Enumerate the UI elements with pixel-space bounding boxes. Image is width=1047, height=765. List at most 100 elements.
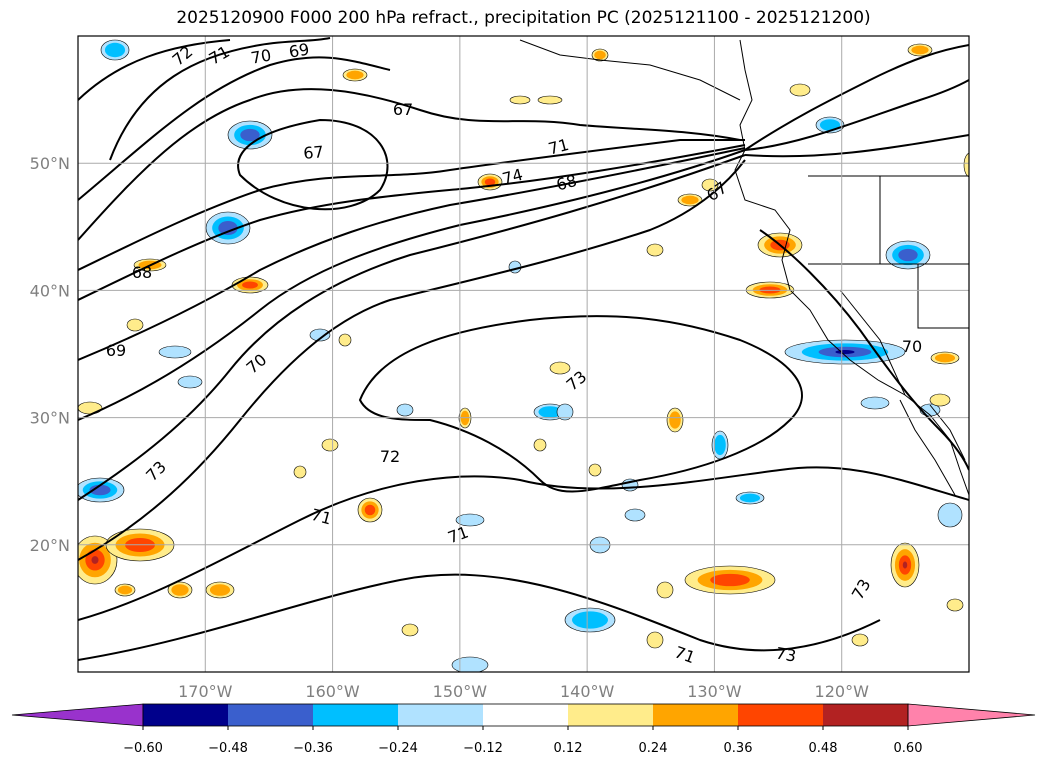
positive-anomaly-cell bbox=[929, 393, 951, 407]
positive-anomaly-cell bbox=[646, 243, 664, 257]
colorbar-tick-label: −0.60 bbox=[123, 741, 163, 756]
negative-anomaly-cell-level bbox=[739, 493, 761, 503]
positive-anomaly-cell bbox=[851, 633, 869, 647]
negative-anomaly-cell bbox=[735, 491, 765, 505]
negative-anomaly-cell bbox=[100, 39, 130, 61]
negative-anomaly-cell bbox=[396, 403, 414, 417]
longitude-tick-label: 170°W bbox=[178, 682, 233, 701]
positive-anomaly-cell bbox=[126, 318, 144, 332]
positive-anomaly-cell-level bbox=[929, 393, 951, 407]
positive-anomaly-cell bbox=[509, 95, 531, 105]
negative-anomaly-cell-level bbox=[898, 248, 918, 262]
colorbar-extend-low bbox=[11, 703, 144, 727]
alaska-coastline bbox=[519, 39, 741, 101]
positive-anomaly-cell-level bbox=[710, 573, 750, 587]
positive-anomaly-cell-level bbox=[851, 633, 869, 647]
negative-anomaly-cell-level bbox=[240, 128, 260, 142]
negative-anomaly-cell bbox=[455, 513, 485, 527]
contour-value-label: 72 bbox=[380, 447, 400, 466]
colorbar-tick-label: 0.12 bbox=[554, 741, 583, 756]
longitude-tick-label: 130°W bbox=[687, 682, 742, 701]
contour-value-label: 74 bbox=[500, 165, 525, 189]
positive-anomaly-cell-level bbox=[594, 50, 606, 60]
positive-anomaly-cell-level bbox=[338, 333, 352, 347]
longitude-tick-label: 120°W bbox=[815, 682, 870, 701]
contour-value-label: 71 bbox=[309, 505, 334, 529]
positive-anomaly-cell-level bbox=[681, 195, 699, 205]
negative-anomaly-cell bbox=[564, 607, 616, 633]
state-border bbox=[808, 176, 969, 396]
colorbar-tick-label: 0.24 bbox=[639, 741, 668, 756]
contour-value-label: 70 bbox=[249, 45, 272, 67]
negative-anomaly-cell-level bbox=[396, 403, 414, 417]
contour-line bbox=[759, 229, 969, 471]
negative-anomaly-cell-level bbox=[835, 350, 855, 354]
contour-value-label: 73 bbox=[774, 643, 797, 665]
contour-value-label: 67 bbox=[393, 100, 413, 119]
latitude-tick-label: 30°N bbox=[30, 409, 70, 428]
positive-anomaly-cell bbox=[646, 631, 664, 649]
colorbar-labels: −0.60 −0.48 −0.36 −0.24 −0.12 0.12 0.24 0.36 0.4… bbox=[123, 741, 922, 756]
positive-anomaly-cell bbox=[789, 83, 811, 97]
negative-anomaly-cell-level bbox=[538, 406, 562, 418]
contour-line bbox=[78, 573, 881, 661]
positive-anomaly-cell-level bbox=[669, 411, 681, 429]
positive-anomaly-cell bbox=[342, 68, 368, 82]
positive-anomaly-cell bbox=[205, 581, 235, 599]
colorbar-segment bbox=[313, 704, 398, 726]
negative-anomaly-cell bbox=[205, 211, 251, 245]
negative-anomaly-cell-level bbox=[714, 434, 726, 456]
contour-value-label: 69 bbox=[287, 39, 310, 61]
contour-line bbox=[78, 139, 745, 271]
negative-anomaly-cell-level bbox=[158, 345, 192, 359]
negative-anomaly-cell-level bbox=[556, 403, 574, 421]
negative-anomaly-cell bbox=[309, 328, 331, 342]
colorbar-segment bbox=[738, 704, 823, 726]
latitude-tick-label: 40°N bbox=[30, 281, 70, 300]
positive-anomaly-cell-level bbox=[171, 584, 189, 596]
contour-value-label: 70 bbox=[902, 337, 922, 356]
positive-anomaly-cell-level bbox=[509, 95, 531, 105]
colorbar-segment bbox=[823, 704, 908, 726]
coastline-layer bbox=[519, 39, 969, 496]
negative-anomaly-cell bbox=[885, 240, 931, 270]
positive-anomaly-cell-level bbox=[321, 438, 339, 452]
contour-line bbox=[78, 149, 746, 421]
contour-line bbox=[744, 134, 969, 158]
colorbar-tick-label: −0.48 bbox=[208, 741, 248, 756]
positive-anomaly-cell-level bbox=[346, 70, 364, 80]
negative-anomaly-cell-level bbox=[451, 656, 489, 672]
colorbar-segment bbox=[228, 704, 313, 726]
longitude-labels: 170°W 160°W 150°W 140°W 130°W 120°W bbox=[178, 682, 869, 701]
positive-anomaly-cell-level bbox=[934, 353, 956, 363]
colorbar-outline bbox=[142, 703, 909, 727]
colorbar-tick-label: 0.36 bbox=[724, 741, 753, 756]
contour-line bbox=[744, 79, 969, 151]
negative-anomaly-cell bbox=[158, 345, 192, 359]
positive-anomaly-cell bbox=[533, 438, 547, 452]
positive-anomaly-cell-level bbox=[902, 561, 908, 569]
positive-anomaly-cell-level bbox=[293, 465, 307, 479]
colorbar-segment bbox=[568, 704, 653, 726]
positive-anomaly-cell bbox=[591, 48, 609, 62]
positive-anomaly-cell-level bbox=[91, 556, 99, 564]
contour-line bbox=[78, 39, 231, 101]
positive-anomaly-cell bbox=[231, 276, 269, 294]
colorbar-tick-label: −0.24 bbox=[378, 741, 418, 756]
negative-anomaly-cell bbox=[860, 396, 890, 410]
positive-anomaly-cell-level bbox=[588, 463, 602, 477]
negative-anomaly-cell-level bbox=[937, 502, 963, 528]
negative-anomaly-cell-level bbox=[104, 42, 126, 58]
positive-anomaly-cell-level bbox=[126, 318, 144, 332]
positive-anomaly-cell-level bbox=[117, 585, 133, 595]
contour-value-label: 68 bbox=[132, 263, 152, 282]
contour-value-label: 71 bbox=[546, 135, 571, 159]
north-america-coastline bbox=[734, 39, 969, 496]
negative-anomaly-cell bbox=[784, 339, 906, 365]
contour-line bbox=[78, 88, 741, 241]
positive-anomaly-cell-level bbox=[911, 45, 929, 55]
positive-anomaly-cell bbox=[588, 463, 602, 477]
positive-anomaly-cell bbox=[930, 351, 960, 365]
contour-value-label: 68 bbox=[554, 171, 579, 195]
negative-anomaly-cell-level bbox=[819, 119, 841, 131]
